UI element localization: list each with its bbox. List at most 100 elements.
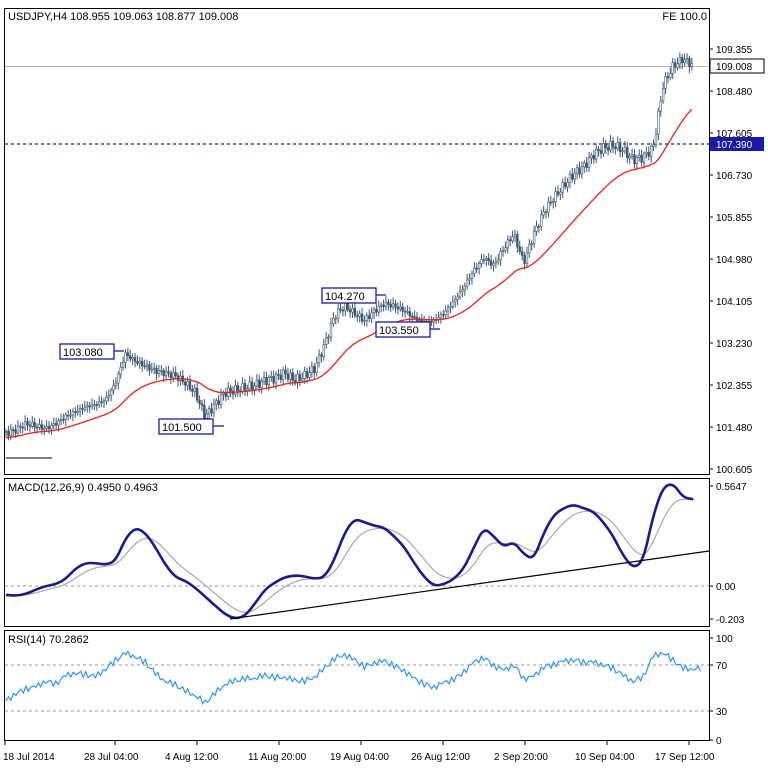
candle-body [525,252,529,264]
candle-body [516,234,519,248]
candle-body [308,372,311,378]
current-price-label: 109.008 [716,62,753,73]
candle-body [23,421,27,429]
candle-body [681,57,684,64]
candle-body [463,285,466,290]
candle-body [329,323,333,338]
symbol-header: USDJPY,H4 108.955 109.063 108.877 109.00… [8,11,238,23]
candle-body [363,320,366,322]
candle-body [377,305,380,313]
candle-body [449,306,452,309]
candle-body [439,314,443,318]
candle-body [40,424,44,430]
candle-body [236,385,239,391]
price-axis: 109.355 108.480 107.605 106.730 105.855 … [709,45,753,476]
candle-body [332,317,335,324]
candle-body [406,311,409,313]
macd-header: MACD(12,26,9) 0.4950 0.4963 [8,482,158,494]
candle-body [633,154,636,165]
candle-body [207,408,211,415]
candle-body [193,387,196,392]
candle-body [604,143,607,149]
candle-body [513,234,517,238]
candle-body [420,319,423,322]
candle-body [246,388,249,391]
candle-body [210,408,213,414]
candle-body [408,311,412,317]
candle-body [561,182,564,193]
price-tick: 100.605 [716,465,753,476]
candle-body [535,226,538,232]
time-tick: 19 Aug 04:00 [330,752,389,763]
candle-body [296,374,299,384]
candle-body [614,146,617,149]
price-tick: 103.230 [716,339,753,350]
candle-body [26,421,29,426]
candle-body [685,58,689,61]
price-tick: 102.355 [716,381,753,392]
candle-body [379,304,383,307]
candle-body [265,377,268,386]
annotation-label: 104.270 [325,291,365,303]
candle-body [124,352,127,363]
candle-body [310,366,314,373]
candle-body [215,400,218,405]
candle-body [389,304,392,308]
candle-body [599,150,603,154]
candle-body [688,58,691,68]
annotation-label: 103.080 [63,347,103,359]
price-panel[interactable] [4,8,710,475]
candle-body [78,408,82,412]
candle-body [291,372,294,381]
candle-body [511,236,514,242]
candle-body [671,62,674,74]
candle-body [112,384,115,391]
candle-body [592,155,596,160]
candle-body [518,246,521,252]
candle-body [145,364,149,367]
candle-body [45,425,48,429]
candle-body [552,201,555,203]
candle-body [14,429,17,434]
candle-body [325,337,328,345]
candle-body [477,263,481,269]
candle-body [442,314,445,316]
candle-body [121,362,125,368]
time-tick: 28 Jul 04:00 [84,752,139,763]
candle-body [444,310,447,316]
candle-body [341,309,345,312]
candle-body [270,376,273,378]
candle-body [11,429,15,431]
candle-body [370,312,373,319]
candle-body [394,303,397,308]
candle-body [33,422,36,428]
candle-body [554,191,557,202]
annotation-103080[interactable]: 103.080 [59,343,124,360]
annotation-103550[interactable]: 103.550 [375,321,440,338]
macd-trendline[interactable] [229,550,710,620]
candle-body [506,239,510,249]
candle-body [334,317,337,320]
time-tick: 26 Aug 12:00 [411,752,470,763]
candle-body [413,316,416,318]
annotation-104270[interactable]: 104.270 [321,287,386,304]
candle-body [494,261,498,264]
candle-body [666,76,670,79]
candle-body [107,394,110,398]
candle-body [131,357,134,360]
macd-axis: 0.5647 0.00 -0.203 [709,482,747,626]
rsi-panel[interactable] [4,630,710,741]
candle-body [184,381,187,386]
candle-body [148,364,151,371]
candle-body [547,201,550,213]
macd-panel[interactable] [4,478,710,627]
level-price-label-box [710,137,764,151]
time-tick: 2 Sep 20:00 [494,752,548,763]
candle-body [532,231,536,244]
annotation-101500[interactable]: 101.500 [158,418,224,435]
candle-body [105,396,108,402]
candle-body [611,140,615,148]
candle-body [659,100,662,112]
candle-body [286,373,290,380]
candle-body [468,278,471,281]
